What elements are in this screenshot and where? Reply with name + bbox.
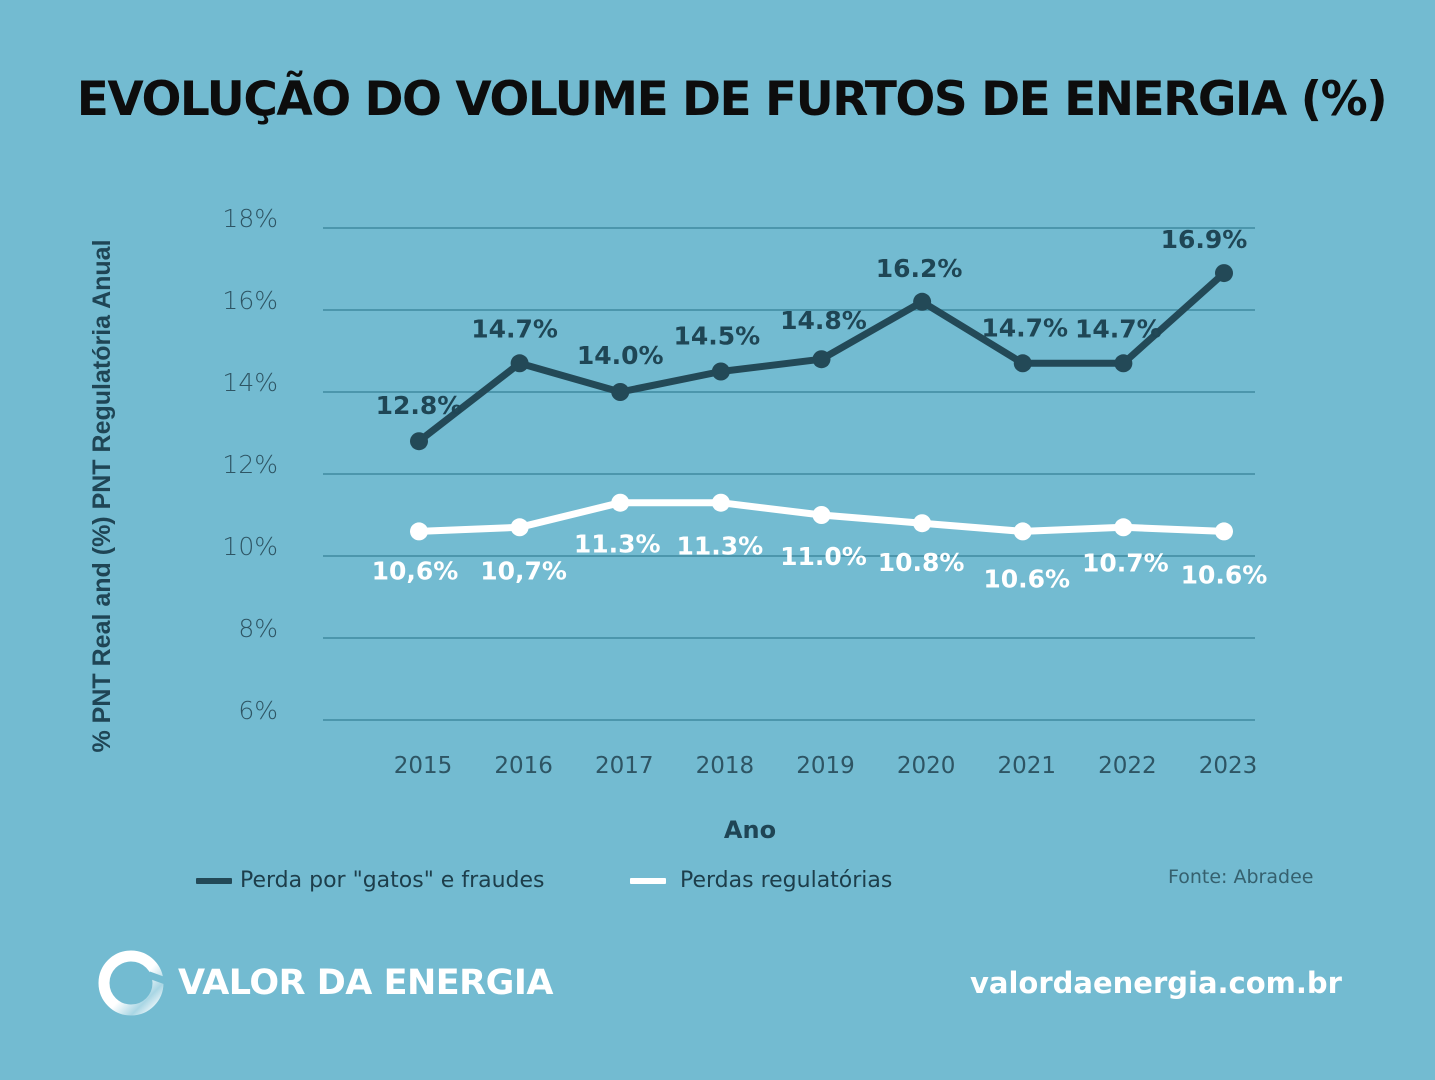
y-tick-label: 18% [222,204,278,233]
data-label-regulatory: 10.7% [1082,548,1169,577]
data-point-regulatory [913,514,932,533]
x-tick-label: 2022 [1098,753,1157,779]
x-tick-label: 2018 [696,753,755,779]
data-label-fraud: 14.7% [1075,314,1162,343]
data-point-regulatory [711,493,730,512]
data-label-regulatory: 10,6% [372,556,459,585]
y-tick-label: 12% [222,450,278,479]
source-note: Fonte: Abradee [1168,866,1314,888]
data-point-regulatory [1215,522,1233,541]
x-tick-label: 2021 [997,753,1056,779]
data-label-regulatory: 10,7% [480,556,567,585]
data-point-fraud [611,383,630,401]
data-labels: 12.8%14.7%14.0%14.5%14.8%16.2%14.7% 14.7%… [372,225,1268,593]
data-point-fraud [913,292,932,311]
data-label-fraud: 12.8% [376,391,463,420]
x-tick-label: 2023 [1199,753,1258,779]
data-label-fraud: 14.5% [674,322,761,351]
data-point-fraud [1013,354,1032,373]
data-label-regulatory: 10.6% [1181,560,1268,589]
y-axis-ticks: 6% 8% 10% 12% 14% 16% 18% [222,204,278,725]
x-tick-label: 2017 [595,753,654,779]
y-tick-label: 10% [222,532,278,561]
legend-label-fraud: Perda por "gatos" e fraudes [240,868,545,893]
x-tick-label: 2020 [897,753,956,779]
data-point-regulatory [410,522,428,541]
data-label-fraud: 16.9% [1161,225,1248,254]
data-label-fraud: 14.0% [577,341,664,370]
y-tick-label: 8% [238,614,278,643]
x-axis-label: Ano [724,816,776,844]
legend-swatch-white [630,877,666,884]
legend-label-regulatory: Perdas regulatórias [680,868,893,893]
y-tick-label: 14% [222,368,278,397]
data-label-regulatory: 11.0% [780,542,867,571]
x-tick-label: 2015 [394,753,453,779]
data-label-regulatory: 10.6% [983,564,1070,593]
data-point-fraud [510,354,529,373]
data-point-regulatory [1013,522,1032,541]
series [410,264,1233,541]
x-tick-label: 2019 [796,753,855,779]
website-link[interactable]: valordaenergia.com.br [970,966,1342,1000]
data-label-regulatory: 11.3% [677,532,764,561]
data-label-regulatory: 11.3% [574,530,661,559]
y-tick-label: 6% [238,696,278,725]
legend-item-regulatory: Perdas regulatórias [630,868,892,893]
data-point-regulatory [510,518,529,537]
y-axis-label: % PNT Real and (%) PNT Regulatória Anual [88,239,116,752]
x-tick-label: 2016 [494,753,553,779]
data-label-fraud: 14.7% [471,314,558,343]
data-label-fraud: 16.2% [876,254,963,283]
legend-item-fraud: Perda por "gatos" e fraudes [196,868,545,893]
data-point-regulatory [611,493,630,512]
ring-logo-icon [98,950,166,1016]
data-label-regulatory: 10.8% [878,548,965,577]
data-point-regulatory [1114,518,1133,537]
data-label-fraud: 14.8% [780,306,867,335]
data-label-fraud: 14.7% [981,313,1068,342]
chart-title: EVOLUÇÃO DO VOLUME DE FURTOS DE ENERGIA … [76,72,1388,127]
y-tick-label: 16% [222,286,278,315]
data-point-fraud [812,350,831,369]
brand-name: VALOR DA ENERGIA [178,963,553,1003]
brand-logo: VALOR DA ENERGIA [96,948,553,1018]
data-point-fraud [410,432,428,451]
data-point-regulatory [812,506,831,524]
legend-swatch-dark [196,877,232,884]
data-point-fraud [1215,264,1233,283]
data-point-fraud [711,362,730,381]
x-axis-ticks: 2015 2016 2017 2018 2019 2020 2021 2022 2023 [394,753,1258,779]
data-point-fraud [1114,354,1133,373]
grid-lines [323,227,1255,721]
